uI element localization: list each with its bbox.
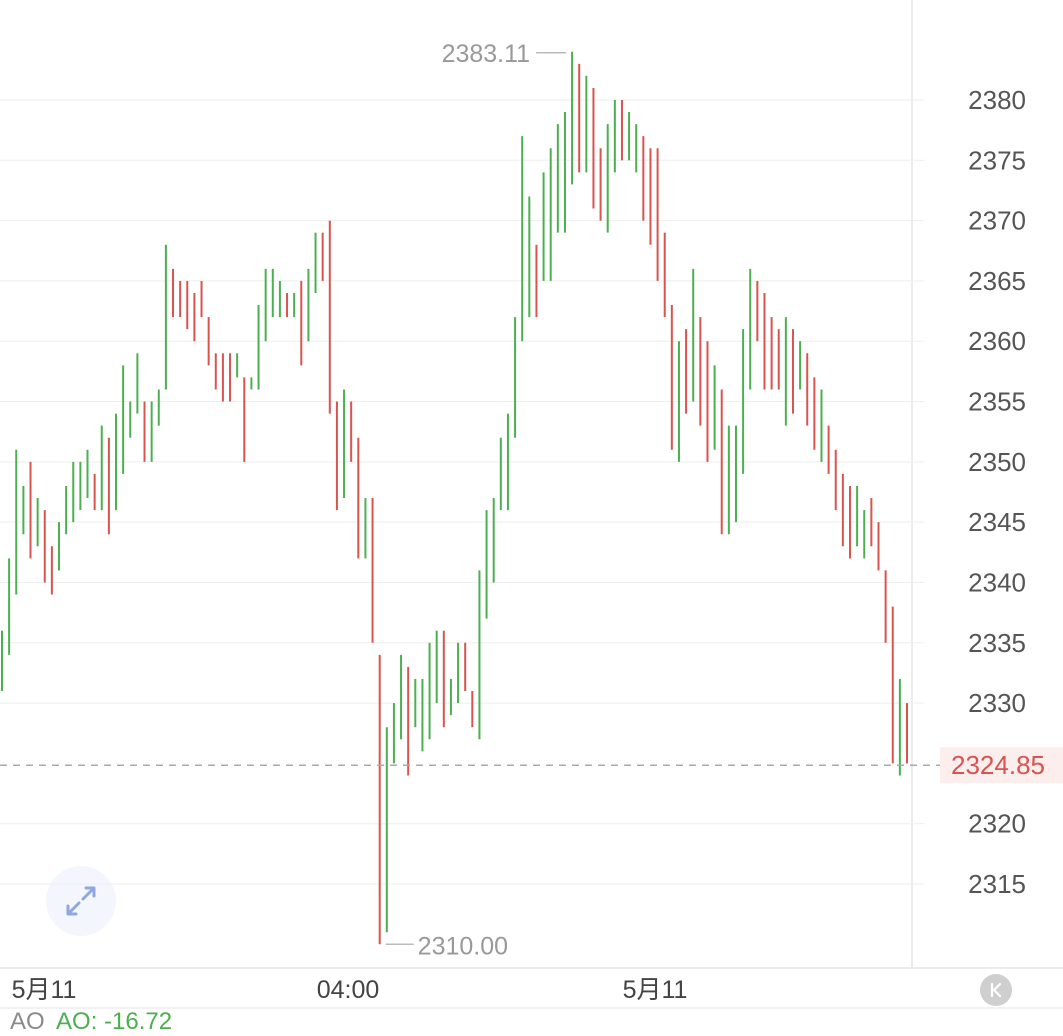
indicator-name: AO (10, 1008, 45, 1035)
x-tick-label: 5月11 (12, 976, 77, 1004)
skip-back-icon (990, 982, 1002, 998)
x-tick-label: 5月11 (623, 976, 688, 1004)
y-tick-label: 2360 (968, 326, 1026, 356)
grid-lines (0, 0, 1063, 1009)
y-tick-label: 2345 (968, 507, 1026, 537)
y-tick-label: 2330 (968, 688, 1026, 718)
expand-chart-button[interactable] (46, 866, 116, 936)
high-price-label: 2383.11 (442, 40, 531, 68)
last-price-badge (940, 747, 1063, 784)
annotations: 2383.11 2310.00 2324.85 (0, 40, 1063, 960)
indicator-value: AO: -16.72 (56, 1008, 173, 1035)
x-axis: 5月11 04:00 5月11 (12, 976, 688, 1004)
y-tick-label: 2380 (968, 85, 1026, 115)
y-tick-label: 2370 (968, 206, 1026, 236)
y-tick-label: 2375 (968, 145, 1026, 175)
y-tick-label: 2315 (968, 869, 1026, 899)
last-price-label: 2324.85 (951, 750, 1045, 780)
x-tick-label: 04:00 (317, 976, 380, 1004)
ohlc-bars (1, 51, 908, 945)
y-axis: 2380 2375 2370 2365 2360 2355 2350 2345 2340 2335… (968, 85, 1026, 899)
low-price-label: 2310.00 (418, 932, 508, 960)
y-tick-label: 2350 (968, 447, 1026, 477)
scroll-to-latest-button[interactable] (980, 974, 1012, 1006)
indicator-readout: AO AO: -16.72 (10, 1008, 172, 1036)
y-tick-label: 2335 (968, 628, 1026, 658)
y-tick-label: 2320 (968, 809, 1026, 839)
y-tick-label: 2355 (968, 387, 1026, 417)
y-tick-label: 2365 (968, 266, 1026, 296)
expand-arrows-icon (66, 886, 96, 916)
y-tick-label: 2340 (968, 567, 1026, 597)
